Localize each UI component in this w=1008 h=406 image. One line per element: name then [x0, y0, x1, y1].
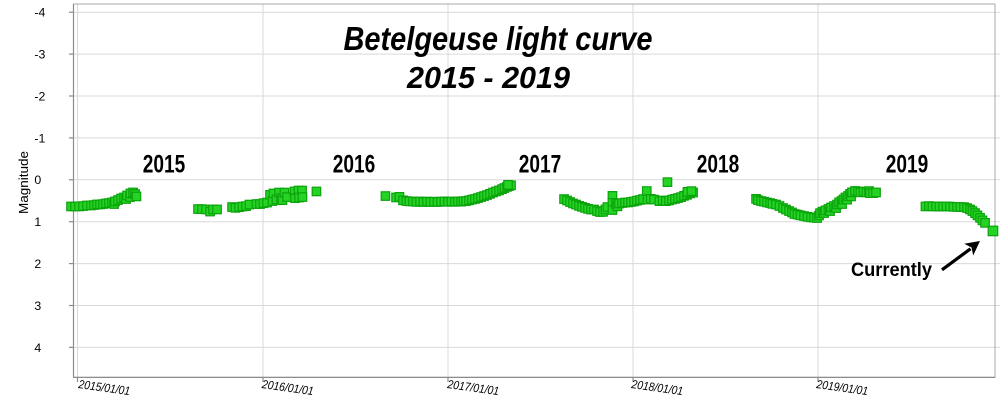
- svg-text:Currently: Currently: [851, 260, 932, 281]
- svg-text:2018: 2018: [697, 151, 740, 179]
- svg-text:2015 - 2019: 2015 - 2019: [406, 60, 571, 95]
- svg-text:4: 4: [34, 341, 41, 355]
- svg-text:2017: 2017: [519, 151, 562, 179]
- svg-text:Magnitude: Magnitude: [16, 151, 31, 214]
- svg-text:-1: -1: [34, 131, 45, 145]
- svg-text:1: 1: [34, 215, 41, 229]
- svg-text:-2: -2: [34, 89, 45, 103]
- svg-text:2016: 2016: [333, 151, 376, 179]
- svg-text:0: 0: [34, 173, 41, 187]
- svg-text:Betelgeuse light curve: Betelgeuse light curve: [344, 21, 653, 58]
- svg-text:-4: -4: [34, 6, 45, 20]
- svg-text:2019: 2019: [886, 151, 929, 179]
- svg-text:-3: -3: [34, 48, 45, 62]
- svg-text:3: 3: [34, 299, 41, 313]
- svg-text:2015: 2015: [143, 151, 186, 179]
- svg-text:2: 2: [34, 257, 41, 271]
